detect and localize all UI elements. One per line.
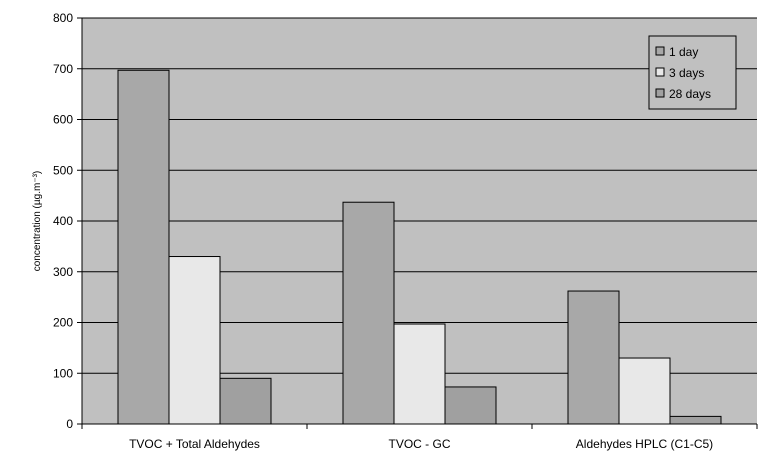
y-tick-label: 400 (53, 214, 73, 228)
bar (444, 386, 497, 425)
y-tick-labels: 0 100 200 300 400 500 600 700 800 (53, 11, 82, 431)
bar (618, 357, 671, 425)
legend-label: 3 days (669, 66, 704, 80)
x-tick-label: TVOC - GC (389, 437, 451, 451)
y-axis-title: concentration (µg.m⁻³) (32, 171, 43, 272)
bar (567, 290, 620, 425)
legend-swatch (655, 67, 665, 77)
y-tick-label: 700 (53, 62, 73, 76)
y-tick-label: 500 (53, 163, 73, 177)
legend-swatch (655, 46, 665, 56)
x-tick-label: TVOC + Total Aldehydes (129, 437, 260, 451)
bar (669, 415, 722, 425)
bar (393, 323, 446, 425)
bar (117, 69, 170, 425)
y-tick-label: 600 (53, 113, 73, 127)
y-tick-label: 0 (66, 417, 73, 431)
legend-label: 1 day (669, 45, 698, 59)
y-tick-label: 100 (53, 366, 73, 380)
y-tick-label: 800 (53, 11, 73, 25)
bars (117, 69, 722, 425)
legend-label: 28 days (669, 87, 711, 101)
y-tick-label: 200 (53, 316, 73, 330)
x-tick-label: Aldehydes HPLC (C1-C5) (576, 437, 713, 451)
x-tick-labels: TVOC + Total Aldehydes TVOC - GC Aldehydes… (81, 424, 758, 451)
legend: 1 day 3 days 28 days (648, 35, 737, 110)
y-tick-label: 300 (53, 265, 73, 279)
bar (342, 201, 395, 425)
bar (219, 377, 272, 425)
bar (168, 256, 221, 425)
legend-swatch (655, 88, 665, 98)
